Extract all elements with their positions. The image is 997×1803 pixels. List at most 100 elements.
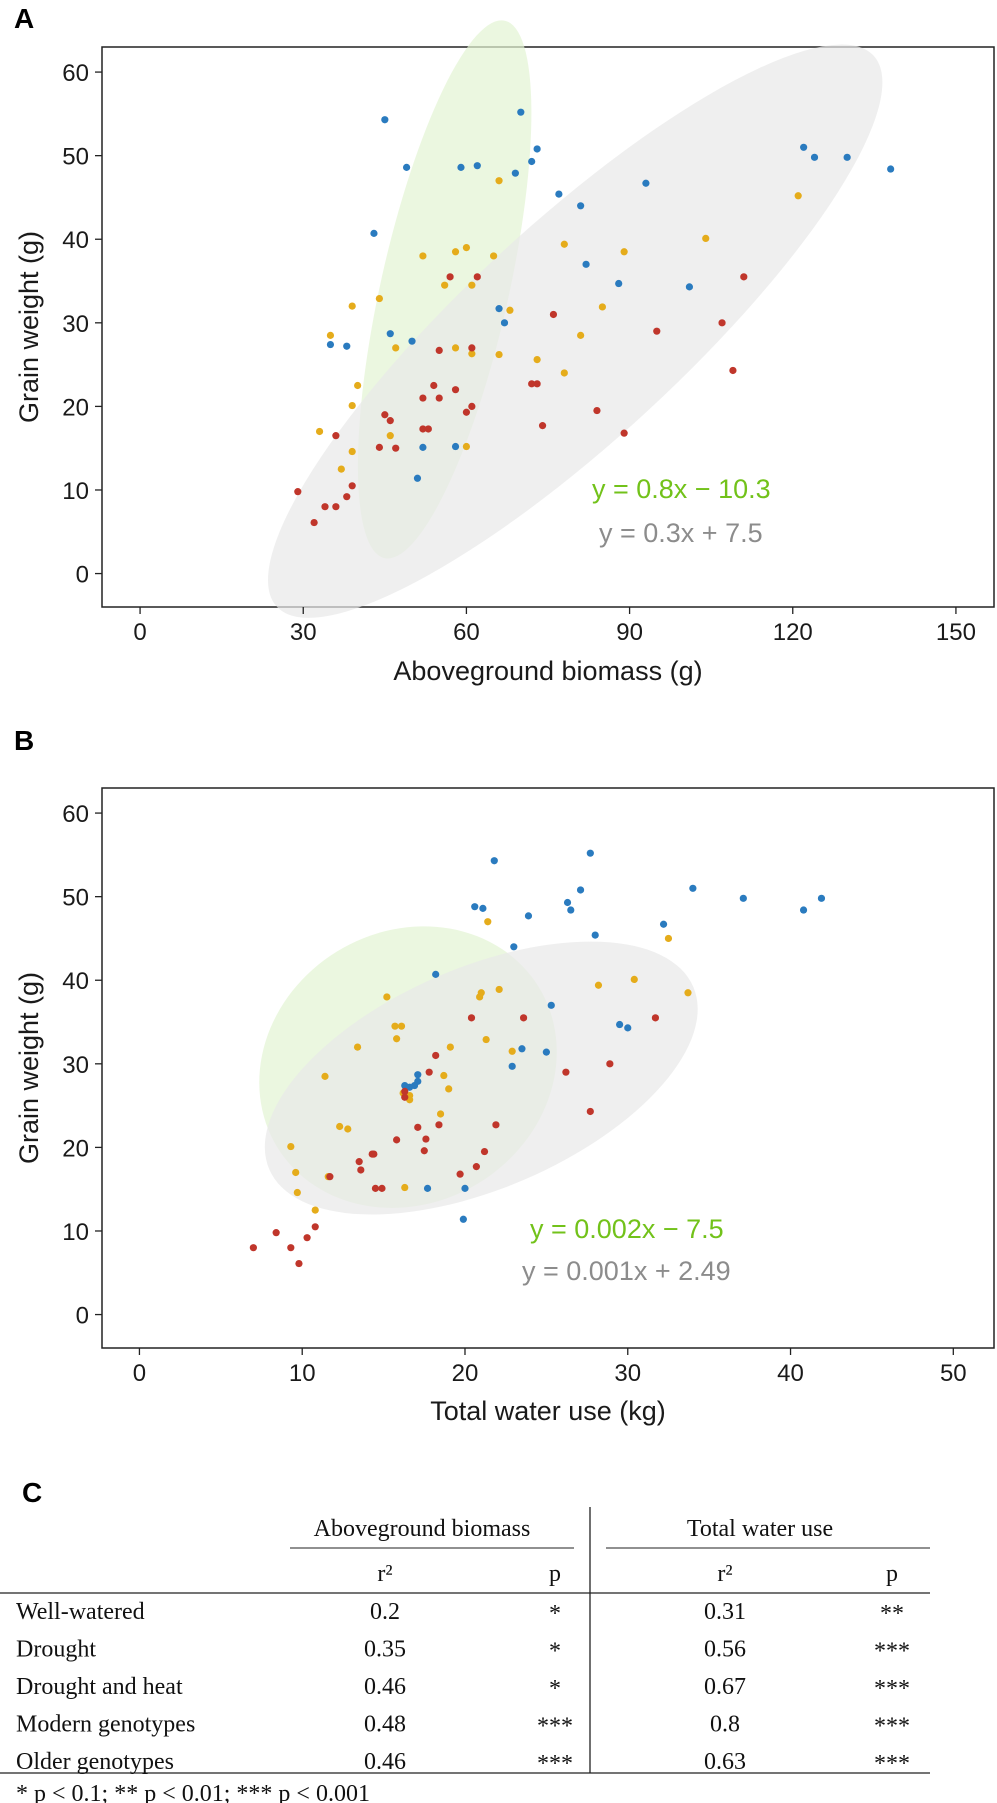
- point-red: [368, 1150, 376, 1158]
- equation-gray: y = 0.001x + 2.49: [522, 1256, 731, 1286]
- point-yellow: [462, 243, 471, 252]
- point-red: [321, 503, 329, 511]
- point-red: [586, 1107, 594, 1116]
- point-yellow: [495, 985, 503, 994]
- y-axis-title: Grain weight (g): [14, 972, 44, 1164]
- point-yellow: [630, 975, 638, 984]
- point-blue: [582, 260, 590, 268]
- point-blue: [473, 162, 481, 170]
- x-tick-label: 30: [290, 619, 317, 646]
- point-blue: [402, 163, 411, 171]
- table-cell: 0.8: [710, 1712, 740, 1738]
- point-blue: [510, 943, 518, 951]
- row-label: Modern genotypes: [16, 1712, 195, 1738]
- table-cell: 0.67: [704, 1674, 746, 1700]
- point-red: [393, 1136, 401, 1144]
- y-axis-title: Grain weight (g): [14, 231, 44, 423]
- point-blue: [500, 319, 509, 327]
- y-tick-label: 0: [76, 1303, 89, 1330]
- table-cell: *: [549, 1601, 561, 1627]
- y-tick-label: 50: [62, 144, 89, 171]
- point-blue: [542, 1048, 550, 1056]
- point-blue: [459, 1215, 467, 1223]
- point-red: [435, 1121, 443, 1129]
- point-blue: [689, 884, 697, 892]
- x-tick-label: 30: [614, 1360, 641, 1387]
- point-red: [435, 346, 443, 355]
- point-blue: [408, 337, 416, 345]
- point-red: [538, 422, 547, 430]
- point-red: [432, 1051, 440, 1060]
- point-red: [332, 432, 340, 440]
- y-tick-label: 40: [62, 968, 89, 995]
- table-cell: *: [549, 1639, 561, 1665]
- point-blue: [479, 904, 487, 912]
- point-blue: [642, 179, 650, 187]
- point-yellow: [495, 177, 503, 185]
- point-red: [519, 1014, 528, 1022]
- point-yellow: [508, 1047, 516, 1055]
- point-red: [303, 1234, 311, 1242]
- point-blue: [414, 1071, 422, 1079]
- point-blue: [577, 202, 585, 210]
- y-tick-label: 60: [62, 801, 89, 828]
- panel-a-chart: A 0 30 60 90 120 150 0 10 20 30 40 50 60 y = 0.8x − …: [14, 3, 995, 686]
- point-yellow: [348, 302, 356, 310]
- point-yellow: [401, 1183, 409, 1192]
- panel-c-table: C Aboveground biomass Total water use r²…: [0, 1477, 930, 1803]
- row-label: Drought and heat: [16, 1674, 183, 1700]
- point-blue: [533, 145, 541, 153]
- point-blue: [576, 886, 585, 894]
- point-red: [446, 273, 454, 281]
- point-red: [651, 1014, 660, 1022]
- point-red: [729, 366, 737, 375]
- point-blue: [799, 906, 808, 914]
- point-blue: [511, 169, 519, 177]
- point-yellow: [560, 240, 568, 248]
- point-red: [357, 1166, 365, 1174]
- point-yellow: [560, 369, 568, 377]
- point-red: [401, 1087, 409, 1096]
- point-blue: [419, 443, 427, 451]
- point-blue: [524, 912, 533, 920]
- point-blue: [326, 340, 335, 349]
- equation-green: y = 0.002x − 7.5: [530, 1214, 724, 1244]
- point-blue: [457, 163, 465, 171]
- table-cell: 0.56: [704, 1637, 746, 1663]
- point-yellow: [336, 1122, 344, 1131]
- point-yellow: [348, 401, 356, 410]
- point-yellow: [354, 381, 362, 390]
- y-tick-label: 10: [62, 1219, 89, 1246]
- point-yellow: [684, 989, 692, 997]
- panel-a-letter: A: [14, 3, 34, 34]
- row-label: Drought: [16, 1637, 96, 1663]
- point-yellow: [490, 252, 498, 260]
- point-yellow: [594, 981, 603, 989]
- table-cell: 0.46: [364, 1749, 406, 1775]
- y-tick-label: 30: [62, 311, 89, 338]
- point-red: [295, 1259, 303, 1268]
- point-red: [718, 319, 726, 327]
- x-tick-label: 60: [453, 619, 480, 646]
- point-yellow: [702, 234, 710, 243]
- point-yellow: [419, 252, 427, 260]
- table-cell: **: [880, 1601, 904, 1627]
- table-cell: ***: [874, 1676, 910, 1702]
- point-red: [472, 1163, 480, 1171]
- point-blue: [518, 1045, 526, 1053]
- point-blue: [471, 903, 479, 911]
- point-red: [420, 1147, 428, 1155]
- point-blue: [413, 474, 422, 482]
- point-blue: [616, 1020, 624, 1029]
- table-cell: ***: [874, 1714, 910, 1740]
- point-red: [310, 518, 318, 527]
- point-yellow: [315, 427, 324, 436]
- point-red: [468, 402, 476, 411]
- point-red: [533, 380, 541, 388]
- gray-ellipse: [264, 941, 698, 1215]
- point-red: [343, 493, 351, 501]
- point-red: [549, 310, 558, 319]
- sub-header-p-water: p: [886, 1561, 898, 1587]
- point-blue: [517, 108, 525, 116]
- point-blue: [887, 165, 895, 173]
